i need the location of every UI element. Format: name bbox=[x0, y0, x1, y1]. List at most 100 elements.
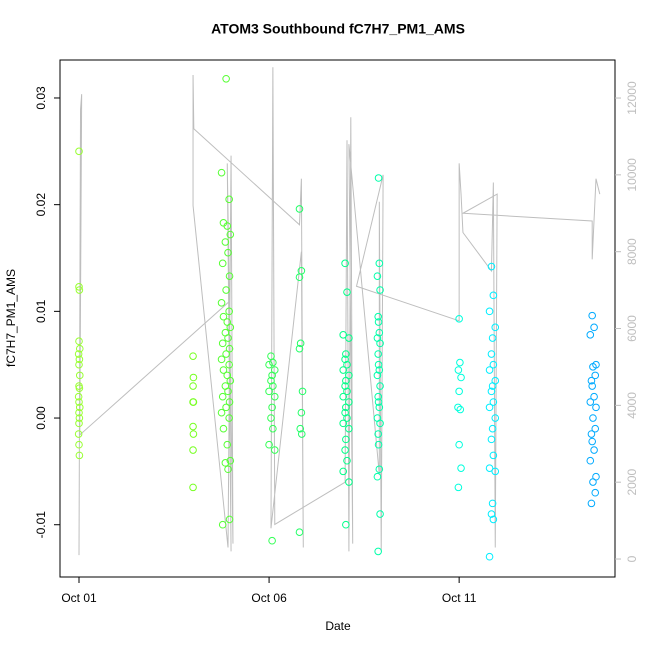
point bbox=[591, 371, 600, 380]
point bbox=[75, 355, 84, 364]
point bbox=[225, 360, 233, 369]
point bbox=[345, 424, 353, 433]
point bbox=[219, 312, 228, 321]
point bbox=[342, 520, 350, 529]
point bbox=[75, 403, 84, 412]
point bbox=[226, 376, 235, 385]
point bbox=[454, 403, 462, 412]
point bbox=[339, 467, 348, 476]
point bbox=[374, 174, 383, 182]
point bbox=[269, 382, 277, 390]
point bbox=[454, 366, 463, 374]
point bbox=[342, 435, 350, 444]
point bbox=[74, 350, 83, 358]
point bbox=[225, 414, 233, 422]
point bbox=[269, 424, 277, 433]
x-tick-label: Oct 01 bbox=[61, 591, 97, 605]
point bbox=[74, 392, 83, 401]
point bbox=[589, 363, 597, 371]
plot-box bbox=[59, 59, 616, 578]
point bbox=[376, 286, 384, 294]
point bbox=[487, 387, 496, 396]
point bbox=[345, 478, 353, 486]
x-axis-label: Date bbox=[325, 619, 351, 633]
point bbox=[588, 382, 596, 390]
point bbox=[189, 483, 197, 492]
point bbox=[225, 195, 233, 204]
point bbox=[374, 318, 383, 326]
point bbox=[374, 360, 383, 369]
point bbox=[457, 373, 465, 382]
point bbox=[488, 499, 497, 508]
point bbox=[487, 262, 496, 271]
point bbox=[270, 392, 279, 401]
point bbox=[342, 350, 350, 358]
point bbox=[297, 408, 306, 417]
point bbox=[489, 398, 498, 406]
point bbox=[375, 465, 384, 474]
point bbox=[489, 291, 498, 300]
point bbox=[218, 392, 227, 401]
point bbox=[268, 371, 276, 380]
point bbox=[589, 478, 597, 486]
point bbox=[295, 273, 304, 282]
point bbox=[592, 403, 600, 412]
point bbox=[376, 382, 384, 390]
point bbox=[491, 414, 500, 422]
point bbox=[75, 147, 83, 156]
point bbox=[489, 451, 498, 460]
point bbox=[222, 74, 230, 83]
point bbox=[343, 414, 351, 422]
point bbox=[225, 344, 234, 353]
point bbox=[339, 366, 348, 374]
point bbox=[485, 366, 494, 374]
point bbox=[224, 334, 232, 342]
y-tick-label: 0.01 bbox=[34, 299, 48, 323]
point bbox=[267, 414, 275, 422]
point bbox=[75, 283, 83, 291]
point bbox=[586, 456, 595, 465]
point bbox=[265, 440, 273, 449]
point bbox=[489, 515, 498, 524]
point bbox=[222, 403, 230, 412]
point bbox=[226, 230, 235, 239]
y2-tick-label: 6000 bbox=[625, 315, 639, 342]
y2-tick-label: 4000 bbox=[625, 392, 639, 419]
x-tick-label: Oct 11 bbox=[442, 591, 477, 605]
point bbox=[295, 528, 304, 536]
point bbox=[217, 355, 226, 364]
point bbox=[374, 547, 382, 556]
point bbox=[375, 403, 384, 412]
point bbox=[491, 323, 500, 332]
point bbox=[225, 515, 234, 524]
point bbox=[75, 371, 84, 380]
point bbox=[343, 387, 351, 396]
y2-tick-label: 0 bbox=[625, 555, 639, 562]
point bbox=[341, 446, 349, 454]
point bbox=[487, 350, 496, 358]
point bbox=[488, 424, 497, 433]
point bbox=[374, 430, 382, 438]
point bbox=[341, 408, 349, 417]
y2-tick-label: 10000 bbox=[625, 158, 639, 192]
point bbox=[374, 392, 382, 401]
point bbox=[189, 446, 197, 454]
point bbox=[455, 387, 463, 396]
y-tick-label: 0.02 bbox=[34, 193, 48, 217]
y2-tick-label: 12000 bbox=[625, 81, 639, 115]
y2-tick-label: 8000 bbox=[625, 238, 639, 265]
point bbox=[75, 408, 83, 417]
point bbox=[189, 430, 198, 438]
point bbox=[373, 371, 382, 380]
point bbox=[489, 360, 498, 369]
y-tick-label: 0.03 bbox=[34, 86, 48, 110]
y-axis-label: fC7H7_PM1_AMS bbox=[4, 269, 18, 367]
point bbox=[222, 350, 230, 358]
point bbox=[75, 419, 83, 428]
point bbox=[75, 337, 83, 346]
point bbox=[218, 520, 227, 529]
point bbox=[221, 459, 230, 467]
point bbox=[375, 328, 384, 337]
